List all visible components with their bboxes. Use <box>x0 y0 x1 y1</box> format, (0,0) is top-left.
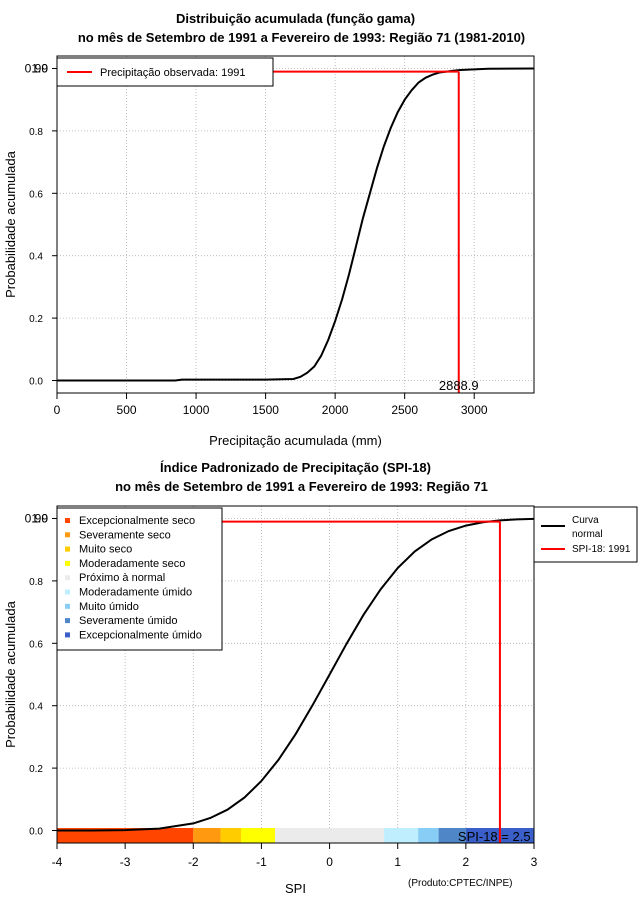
x-tick-label: -1 <box>256 855 267 869</box>
x-tick-label: 3000 <box>461 403 488 417</box>
y-tick-label: 0.4 <box>29 702 43 713</box>
category-swatch <box>65 575 70 581</box>
category-band <box>220 828 241 843</box>
y-tick-label: 0.0 <box>29 827 43 838</box>
chart-title-line2: no mês de Setembro de 1991 a Fevereiro d… <box>115 479 488 494</box>
plot-frame <box>56 55 535 394</box>
chart-title-line1: Distribuição acumulada (função gama) <box>176 11 415 26</box>
category-legend-label: Moderadamente seco <box>79 558 185 570</box>
x-tick-label: 1 <box>394 855 401 869</box>
category-band <box>193 828 221 843</box>
cdf-curve <box>57 517 535 832</box>
x-tick-label: -3 <box>120 855 131 869</box>
category-legend: Excepcionalmente seco Severamente seco Mui… <box>56 507 223 651</box>
observed-value-label: SPI-18 = 2.5 <box>458 829 531 844</box>
category-band <box>240 828 276 843</box>
category-legend-label: Muito úmido <box>79 601 139 613</box>
x-tick-label: 500 <box>117 403 137 417</box>
category-band <box>438 828 466 843</box>
x-tick-label: 3 <box>531 855 538 869</box>
category-legend-label: Muito seco <box>79 544 132 556</box>
category-swatch <box>65 546 70 552</box>
y-tick-label: 0.2 <box>29 314 43 325</box>
category-swatch <box>65 603 70 609</box>
y-tick-label: 0.4 <box>29 252 43 263</box>
chart-title-line2: no mês de Setembro de 1991 a Fevereiro d… <box>78 30 525 45</box>
category-legend-label: Severamente seco <box>79 529 171 541</box>
y-top-label: 1.0 <box>31 511 48 525</box>
y-axis-label: Probabilidade acumulada <box>3 600 18 747</box>
category-swatch <box>65 618 70 624</box>
curve-legend-box <box>533 506 638 563</box>
category-swatch <box>65 532 70 538</box>
x-tick-label: 2000 <box>322 403 349 417</box>
chart-2: Índice Padronizado de Precipitação (SPI-… <box>3 460 638 896</box>
y-tick-label: 0.2 <box>29 764 43 775</box>
legend-curve-label: Curva <box>572 515 599 526</box>
x-axis-label: Precipitação acumulada (mm) <box>209 433 382 448</box>
category-band <box>384 828 419 843</box>
observed-value-label: 2888.9 <box>439 378 479 393</box>
category-swatch <box>65 560 70 566</box>
curve-legend: Curva normal SPI-18: 1991 <box>533 506 638 563</box>
y-axis-label: Probabilidade acumulada <box>3 150 18 297</box>
category-legend-label: Excepcionalmente seco <box>79 515 195 527</box>
category-swatch <box>65 518 70 523</box>
x-tick-label: 1000 <box>183 403 210 417</box>
y-tick-label: 0.6 <box>29 189 43 200</box>
chart-1: Distribuição acumulada (função gama) no m… <box>3 11 535 448</box>
x-tick-label: -2 <box>188 855 199 869</box>
x-tick-label: 0 <box>54 403 61 417</box>
legend: Precipitação observada: 1991 <box>56 57 274 87</box>
y-tick-label: 0.8 <box>29 577 43 588</box>
cdf-curve <box>57 67 535 382</box>
category-legend-label: Próximo à normal <box>79 572 165 584</box>
y-top-label: 0.99 <box>25 511 49 525</box>
category-swatch <box>65 589 70 595</box>
y-top-label: 1.0 <box>31 61 48 75</box>
category-legend-box <box>56 507 223 651</box>
category-legend-label: Excepcionalmente úmido <box>79 629 202 641</box>
plot-frame <box>56 505 535 844</box>
category-legend-label: Moderadamente úmido <box>79 587 192 599</box>
y-tick-label: 0.8 <box>29 127 43 138</box>
x-tick-label: -4 <box>52 855 63 869</box>
category-swatch <box>65 632 70 638</box>
y-tick-label: 0.6 <box>29 639 43 650</box>
legend-curve-label: normal <box>572 529 603 540</box>
legend-box <box>56 57 274 87</box>
x-tick-label: 1500 <box>252 403 279 417</box>
category-band <box>418 828 439 843</box>
x-tick-label: 2500 <box>391 403 418 417</box>
category-band <box>57 828 194 843</box>
y-top-label: 0.99 <box>25 61 49 75</box>
x-tick-label: 2 <box>463 855 470 869</box>
chart-title-line1: Índice Padronizado de Precipitação (SPI-… <box>160 460 431 475</box>
category-band <box>275 828 385 843</box>
x-tick-label: 0 <box>326 855 333 869</box>
legend-observed-label: SPI-18: 1991 <box>572 544 631 555</box>
credit-text: (Produto:CPTEC/INPE) <box>408 878 513 889</box>
category-legend-label: Severamente úmido <box>79 615 177 627</box>
y-tick-label: 0.0 <box>29 377 43 388</box>
legend-observed-label: Precipitação observada: 1991 <box>100 67 246 79</box>
x-axis-label: SPI <box>285 881 306 896</box>
